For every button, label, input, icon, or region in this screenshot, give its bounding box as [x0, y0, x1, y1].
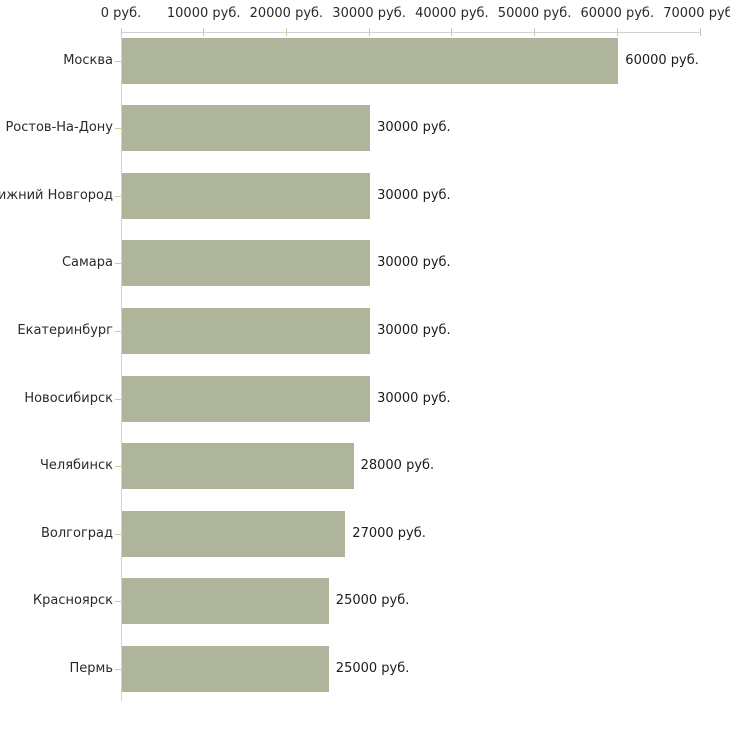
x-axis-tick-label: 30000 руб.	[332, 6, 406, 21]
bar	[122, 510, 346, 557]
x-axis-tick-mark	[699, 28, 701, 36]
category-label: Новосибирск	[24, 390, 113, 406]
category-label: Екатеринбург	[17, 322, 113, 338]
x-axis-tick-mark	[120, 28, 122, 36]
bar	[122, 240, 371, 287]
value-label: 25000 руб.	[335, 660, 410, 676]
y-axis-tick-mark	[115, 60, 121, 62]
x-axis-tick-label: 20000 руб.	[249, 6, 324, 21]
category-label: Москва	[63, 52, 113, 68]
y-axis-tick-mark	[115, 533, 121, 535]
x-axis-tick-mark	[616, 28, 618, 36]
value-label: 27000 руб.	[352, 525, 426, 541]
y-axis-tick-mark	[115, 263, 121, 265]
y-axis-tick-mark	[115, 466, 121, 468]
bar	[122, 105, 371, 152]
category-label: Самара	[61, 255, 113, 271]
category-label: Волгоград	[40, 525, 113, 541]
value-label: 30000 руб.	[377, 255, 451, 271]
value-label: 28000 руб.	[360, 458, 435, 474]
x-axis-tick-label: 70000 руб.	[663, 6, 730, 21]
bar	[122, 443, 354, 490]
value-label: 30000 руб.	[377, 390, 451, 406]
category-label: Ростов-На-Дону	[5, 120, 113, 136]
bar	[122, 578, 329, 625]
x-axis-tick-label: 60000 руб.	[580, 6, 655, 21]
bar	[122, 172, 371, 219]
category-label: Пермь	[69, 660, 114, 676]
value-label: 30000 руб.	[377, 120, 451, 136]
y-axis-line	[121, 32, 122, 701]
bar	[122, 645, 329, 692]
bar	[122, 37, 619, 84]
x-axis-tick-label: 10000 руб.	[166, 6, 241, 21]
y-axis-tick-mark	[115, 330, 121, 332]
bar	[122, 375, 371, 422]
category-label: Челябинск	[39, 458, 113, 474]
x-axis-line	[121, 32, 700, 33]
x-axis-tick-mark	[368, 28, 370, 36]
y-axis-tick-mark	[115, 398, 121, 400]
x-axis-tick-label: 40000 руб.	[415, 6, 489, 21]
category-label: Красноярск	[32, 593, 113, 609]
x-axis-tick-mark	[285, 28, 287, 36]
value-label: 25000 руб.	[335, 593, 410, 609]
x-axis-tick-label: 50000 руб.	[497, 6, 572, 21]
x-axis-tick-mark	[451, 28, 453, 36]
y-axis-tick-mark	[115, 601, 121, 603]
x-axis-tick-label: 0 руб.	[100, 6, 142, 21]
x-axis-tick-mark	[203, 28, 205, 36]
y-axis-tick-mark	[115, 128, 121, 130]
category-label: Нижний Новгород	[0, 187, 113, 203]
value-label: 60000 руб.	[625, 52, 699, 68]
x-axis-tick-mark	[534, 28, 536, 36]
value-label: 30000 руб.	[377, 322, 451, 338]
value-label: 30000 руб.	[377, 187, 451, 203]
y-axis-tick-mark	[115, 668, 121, 670]
bar	[122, 307, 371, 354]
y-axis-tick-mark	[115, 195, 121, 197]
